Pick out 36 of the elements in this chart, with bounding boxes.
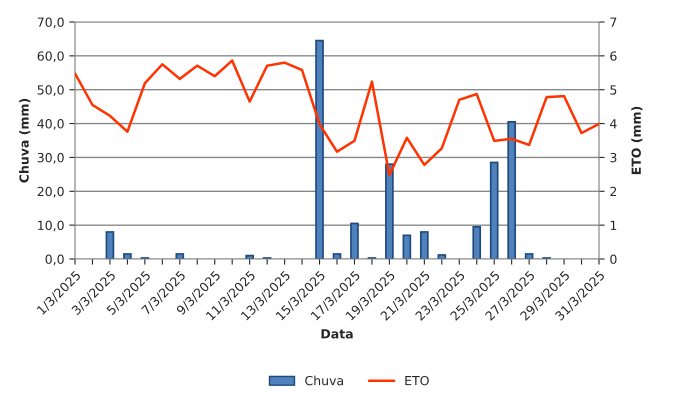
bar [385, 163, 394, 259]
legend-label: ETO [405, 376, 429, 386]
x-axis-title: Data [322, 329, 353, 339]
y2-axis-title: ETO (mm) [631, 106, 642, 174]
y-tick-label: 20,0 [38, 186, 64, 198]
y-tick-label: 60,0 [38, 51, 64, 62]
y-tick-label: 30,0 [38, 152, 64, 164]
bar [175, 253, 184, 259]
y2-tick-label: 3 [610, 152, 616, 162]
y-tick-label: 0,0 [46, 254, 64, 266]
y2-tick-label: 6 [610, 51, 617, 61]
y-tick-label: 50,0 [38, 85, 64, 96]
y-axis-title: Chuva (mm) [19, 98, 30, 183]
legend-label: Chuva [305, 376, 343, 386]
bar [507, 121, 516, 259]
bar [472, 226, 482, 259]
y2-tick-label: 1 [610, 220, 616, 230]
bar [437, 254, 446, 259]
bar [315, 40, 324, 259]
line-series [75, 59, 599, 176]
y-tick-label: 70,0 [38, 17, 64, 28]
y2-tick-label: 5 [610, 85, 616, 95]
bar [402, 234, 412, 259]
bar [123, 253, 132, 259]
bar [420, 231, 429, 259]
y2-tick-label: 0 [610, 254, 617, 264]
bar [106, 231, 114, 259]
y2-tick-label: 4 [610, 119, 617, 128]
y-tick-label: 40,0 [37, 119, 64, 130]
bar [490, 162, 499, 259]
bar [524, 253, 534, 259]
y-tick-label: 10,0 [38, 220, 64, 232]
bar [350, 222, 359, 259]
y2-tick-label: 7 [610, 18, 616, 27]
y2-tick-label: 2 [610, 186, 616, 196]
bar [332, 253, 342, 259]
